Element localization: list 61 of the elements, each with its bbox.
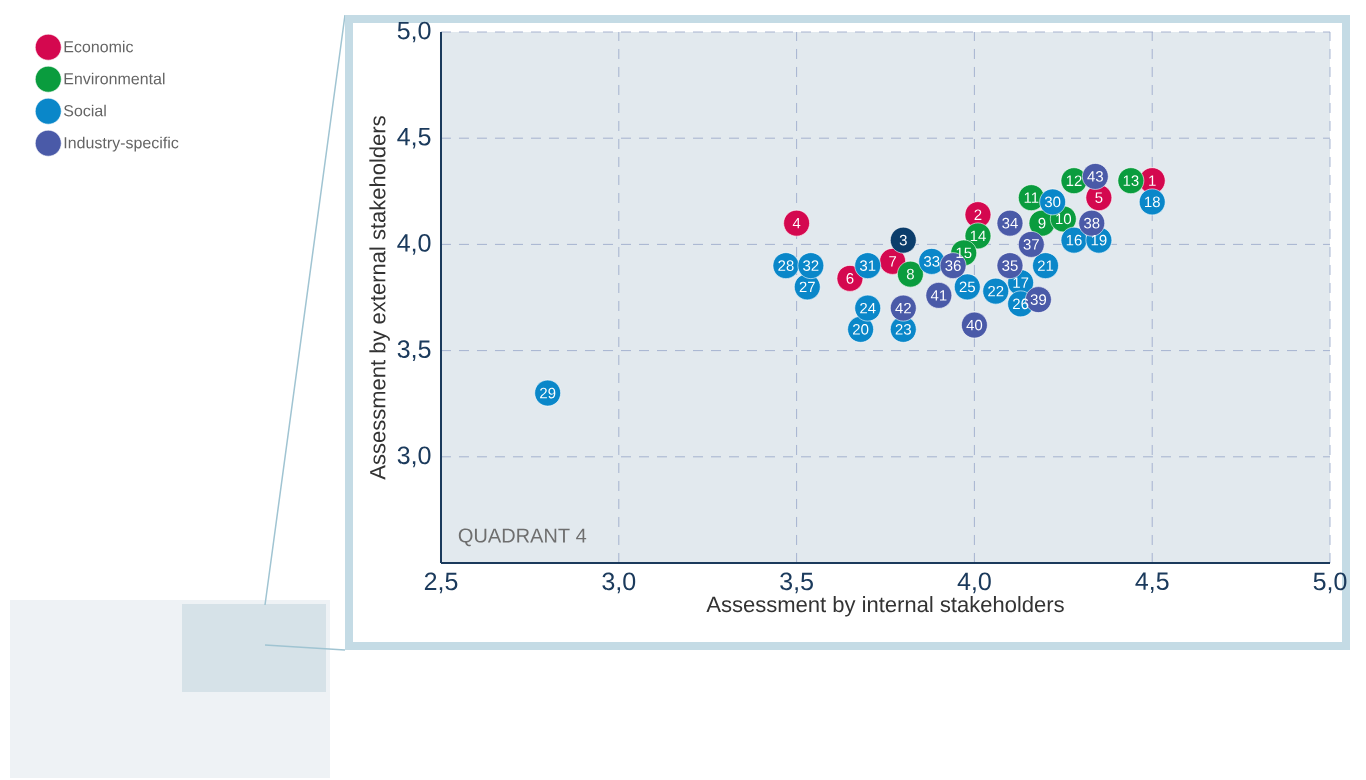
x-tick-label: 2,5 [424, 572, 458, 594]
annotation: 13 [1123, 175, 1139, 186]
annotation: 31 [859, 260, 876, 271]
legend-label: Social [63, 104, 106, 117]
annotation: 9 [1038, 217, 1046, 229]
annotation: 12 [1066, 175, 1082, 186]
x-tick-label: 3,0 [602, 572, 636, 594]
x-tick-label: 4,0 [957, 572, 991, 594]
legend-label: Economic [64, 40, 134, 53]
x-tick-label: 3,5 [780, 572, 813, 594]
y-tick-label: 3,5 [397, 340, 431, 361]
annotation: 26 [1013, 298, 1029, 310]
annotation: 37 [1023, 239, 1039, 250]
y-tick-label: 5,0 [397, 21, 431, 43]
annotation: 29 [540, 387, 556, 399]
annotation: 40 [966, 319, 983, 331]
annotation: 21 [1037, 260, 1054, 271]
x-tick-label: 5,0 [1313, 572, 1347, 594]
annotation: 20 [853, 324, 869, 335]
annotation: 3 [899, 234, 907, 246]
annotation: QUADRANT 4 [458, 528, 587, 547]
annotation: 28 [778, 260, 794, 271]
annotation: 2 [974, 209, 982, 220]
annotation: 24 [860, 302, 876, 314]
annotation: 5 [1095, 192, 1103, 203]
annotation: 1 [1149, 175, 1156, 186]
annotation: 36 [945, 260, 961, 271]
annotation: 33 [923, 256, 940, 267]
annotation: 32 [803, 260, 819, 271]
annotation: 38 [1083, 217, 1100, 229]
annotation: 15 [956, 247, 972, 259]
annotation: 30 [1044, 196, 1061, 208]
annotation: 17 [1013, 277, 1029, 288]
annotation: 6 [846, 273, 854, 284]
annotation: 18 [1145, 196, 1160, 208]
x-tick-label: 4,5 [1135, 572, 1169, 593]
annotation: 42 [895, 302, 911, 314]
annotation: 25 [959, 281, 976, 293]
annotation: 10 [1056, 213, 1072, 225]
annotation: 43 [1087, 171, 1103, 182]
annotation: 27 [799, 281, 815, 293]
annotation: 8 [906, 268, 914, 280]
y-tick-label: 4,0 [397, 234, 431, 255]
annotation: 16 [1066, 234, 1082, 246]
y-tick-label: 3,0 [397, 446, 431, 468]
y-axis-title: Assessment by external stakeholders [369, 116, 390, 480]
annotation: 11 [1024, 192, 1039, 203]
annotation: 19 [1091, 234, 1107, 246]
annotation: 35 [1002, 260, 1018, 271]
annotation: 34 [1002, 217, 1018, 229]
annotation: 41 [930, 290, 947, 301]
annotation: 14 [970, 230, 986, 242]
x-axis-title: Assessment by internal stakeholders [706, 596, 1064, 617]
annotation: 39 [1030, 294, 1047, 305]
annotation: 22 [988, 285, 1004, 297]
annotation: 7 [889, 256, 897, 267]
annotation: 4 [792, 218, 801, 229]
legend-label: Industry-specific [64, 136, 179, 152]
y-tick-label: 4,5 [397, 127, 431, 149]
legend-label: Environmental [64, 72, 165, 85]
annotation: 23 [895, 324, 911, 335]
